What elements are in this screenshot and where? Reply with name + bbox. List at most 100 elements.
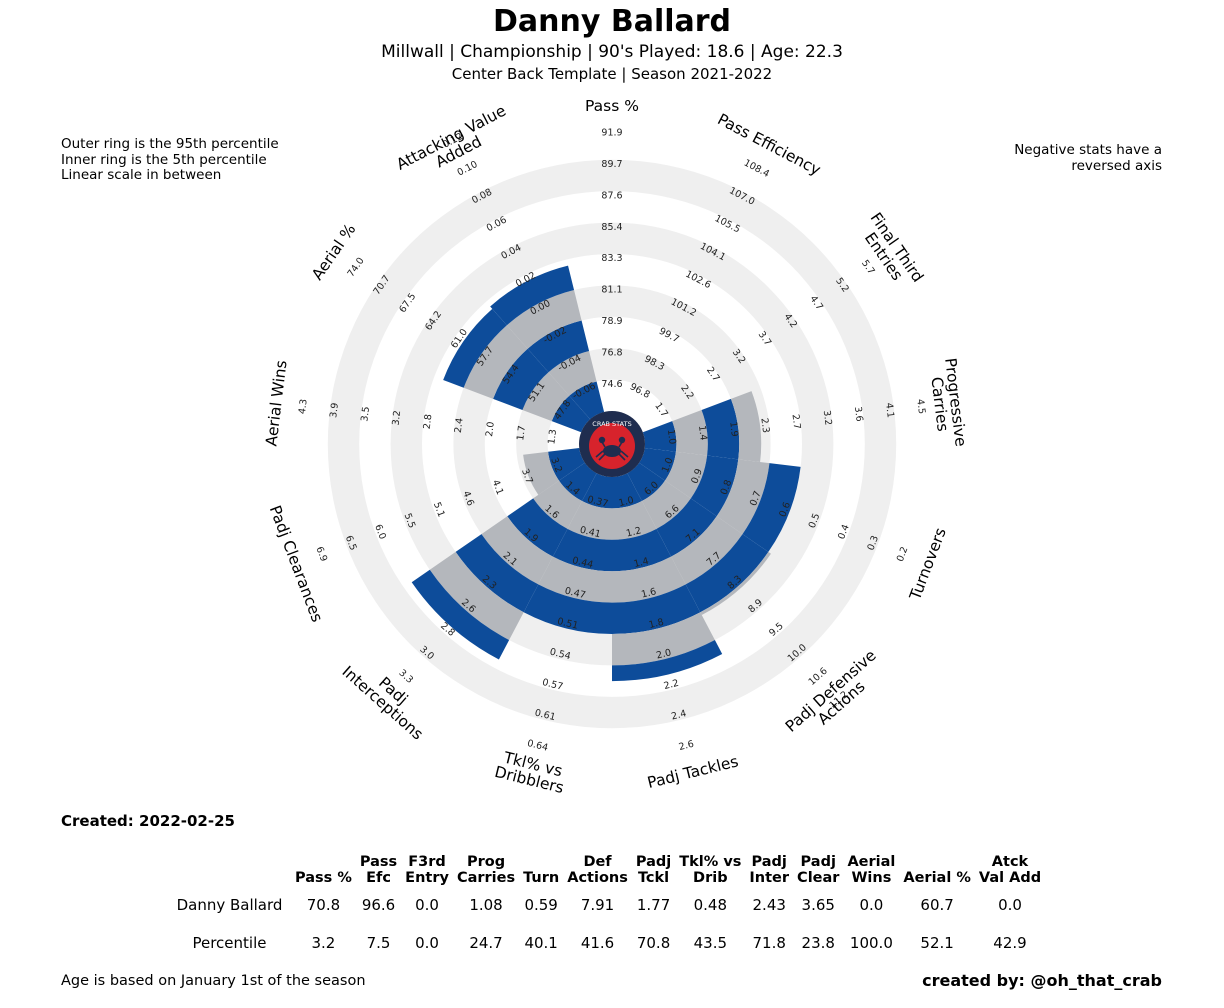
wedge-band: [639, 447, 676, 481]
tick-label: 0.47: [564, 586, 587, 602]
table-column-header: Def Actions: [567, 854, 628, 886]
table-column-header: Padj Inter: [749, 854, 790, 886]
radar-chart: 74.676.878.981.183.385.487.689.791.996.8…: [262, 97, 970, 797]
tick-label: 3.9: [328, 402, 341, 418]
tick-label: 3.2: [548, 456, 564, 474]
wedge-band: [716, 459, 770, 535]
table-column-header: Prog Carries: [456, 854, 516, 886]
tick-label: 1.7: [515, 425, 528, 441]
template-label: Center Back Template | Season 2021-2022: [451, 65, 773, 83]
tick-label: 6.9: [313, 545, 329, 563]
wedge-band: [612, 612, 715, 666]
tick-label: 83.3: [601, 253, 622, 264]
tick-label: 2.8: [422, 414, 435, 430]
wedge-band: [523, 584, 612, 634]
table-column-header: Padj Clear: [797, 854, 840, 886]
tick-label: 0.8: [719, 478, 735, 496]
table-cell: 3.65: [801, 896, 835, 914]
table-cell: 0.0: [998, 896, 1022, 914]
table-row-label: Percentile: [192, 934, 267, 952]
tick-label: 85.4: [601, 222, 622, 233]
wedge-band: [627, 462, 666, 502]
tick-label: 6.5: [343, 534, 359, 552]
wedge-band: [672, 410, 708, 456]
tick-label: 0.4: [836, 523, 852, 541]
table-cell: 2.43: [752, 896, 786, 914]
logo-text: CRAB STATS: [592, 420, 631, 428]
chart-subtitle: Millwall | Championship | 90's Played: 1…: [381, 42, 843, 62]
tick-label: 1.4: [696, 425, 709, 441]
wedge-band: [685, 534, 769, 613]
tick-label: 0.61: [534, 707, 557, 723]
wedge-band: [507, 498, 568, 557]
tick-label: 0.10: [456, 159, 480, 179]
wedge-band: [493, 348, 549, 411]
wedge-band: [558, 462, 597, 502]
table-column-header: Turn: [523, 870, 560, 886]
tick-label: 2.4: [670, 708, 687, 722]
created-date: Created: 2022-02-25: [61, 812, 235, 830]
tick-label: 3.2: [391, 410, 404, 426]
table-cell: 0.0: [415, 896, 439, 914]
tick-label: 91.9: [601, 128, 622, 139]
tick-label: 81.1: [601, 285, 622, 296]
table-cell: 52.1: [920, 934, 954, 952]
table-cell: 1.08: [469, 896, 503, 914]
tick-label: 2.7: [790, 414, 803, 430]
wedge-band: [538, 556, 612, 603]
table-row: Percentile 3.2 7.5 0.0 24.7 40.1 41.6 70.8 43.5 7…: [168, 924, 1045, 962]
axis-label: Aerial Wins: [262, 359, 290, 447]
tick-label: 0.41: [579, 525, 602, 541]
table-row: Danny Ballard 70.8 96.6 0.0 1.08 0.59 7.91 1.77…: [168, 886, 1045, 924]
wedge-band: [411, 569, 510, 660]
table-cell: 0.48: [693, 896, 728, 914]
tick-label: 2.0: [655, 647, 672, 661]
tick-label: 2.3: [758, 417, 771, 433]
table-column-header: Aerial Wins: [847, 854, 896, 886]
table-cell: 100.0: [849, 934, 893, 952]
tick-label: 1.8: [648, 617, 665, 631]
tick-label: 4.3: [297, 398, 310, 414]
tick-label: 2.4: [453, 417, 466, 433]
table-cell: 7.5: [366, 934, 391, 952]
table-cell: 60.7: [920, 896, 954, 914]
wedge-band: [523, 451, 559, 495]
axis-label: Attacking ValueAdded: [393, 102, 516, 188]
wedge-band: [612, 501, 657, 540]
tick-label: 2.6: [678, 739, 695, 753]
table-cell: 42.9: [993, 934, 1027, 952]
tick-label: 1.0: [660, 456, 676, 474]
tick-label: 1.4: [633, 556, 650, 570]
chart-title: Danny Ballard: [492, 4, 732, 39]
table-column-header: Pass Efc: [359, 854, 398, 886]
wedge-band: [582, 473, 612, 509]
wedge-band: [522, 372, 570, 422]
wedge-band: [567, 501, 612, 540]
table-cell: 24.7: [469, 934, 503, 952]
table-column-header: Aerial %: [903, 870, 971, 886]
wedge-band: [569, 381, 605, 420]
table-column-header: Padj Tckl: [635, 854, 672, 886]
tick-label: 1.9: [727, 421, 740, 437]
tick-label: 1.0: [665, 429, 678, 445]
crab-icon: [595, 436, 629, 461]
table-column-header: F3rd Entry: [405, 854, 449, 886]
table-cell: 70.8: [636, 934, 671, 952]
table-cell: 43.5: [693, 934, 728, 952]
wedge-band: [700, 551, 771, 616]
tick-label: 0.44: [571, 555, 594, 571]
axis-label: ProgressiveCarries: [925, 357, 970, 450]
tick-label: 0.2: [895, 545, 911, 563]
table-cell: 40.1: [524, 934, 558, 952]
author-credit: created by: @oh_that_crab: [922, 971, 1162, 990]
axis-label: Padj Tackles: [646, 752, 741, 792]
tick-label: 4.6: [460, 490, 476, 508]
tick-label: 74.6: [601, 379, 622, 390]
table-column-header: Pass %: [295, 870, 352, 886]
tick-label: 1.2: [625, 525, 642, 539]
wedge-band: [527, 320, 590, 373]
tick-label: 0.9: [689, 467, 705, 485]
table-column-header: Tkl% vs Drib: [679, 854, 742, 886]
wedge-band: [548, 350, 597, 396]
table-cell: 0.59: [524, 896, 558, 914]
